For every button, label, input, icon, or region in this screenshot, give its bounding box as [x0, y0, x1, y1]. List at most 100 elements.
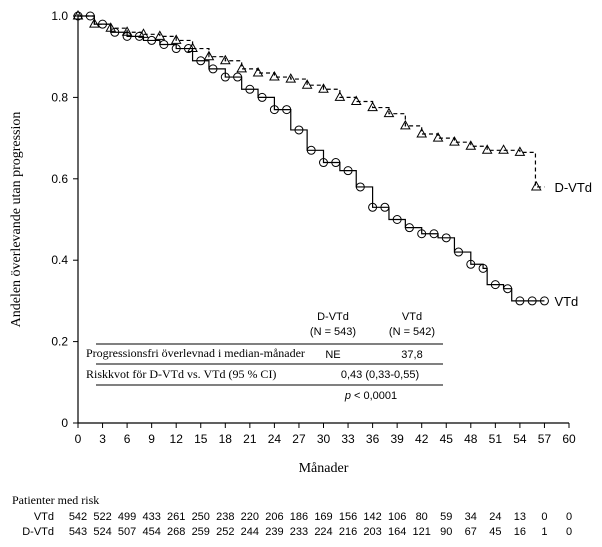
risk-row-vtd: VTd 542 522 499 433 261 250 238 220 206 186 169 156 1…	[34, 511, 572, 523]
circle-marker	[417, 229, 427, 239]
risk-value: 169	[314, 511, 332, 523]
circle-marker	[245, 84, 255, 94]
vtd-col-n: (N = 542)	[389, 326, 435, 338]
y-tick-label: 0.2	[51, 335, 68, 349]
circle-marker	[233, 72, 243, 82]
dvtd-col-n: (N = 543)	[310, 326, 356, 338]
triangle-marker	[399, 119, 411, 130]
y-tick-label: 0.8	[51, 90, 68, 104]
risk-value: 239	[265, 526, 283, 538]
circle-marker	[319, 158, 328, 168]
triangle-marker	[72, 9, 84, 20]
series-layer	[72, 9, 549, 306]
circle-marker	[147, 35, 157, 45]
risk-table-title: Patienter med risk	[12, 493, 99, 507]
circle-marker	[208, 64, 218, 74]
risk-value: 233	[290, 526, 308, 538]
circle-marker	[527, 296, 537, 306]
circle-marker	[134, 31, 144, 41]
circle-marker	[515, 296, 525, 306]
risk-value: 238	[216, 511, 234, 523]
risk-value: 90	[440, 526, 452, 538]
triangle-marker	[89, 18, 100, 28]
x-tick-label: 0	[75, 432, 82, 446]
risk-value: 24	[489, 511, 501, 523]
series-line	[78, 15, 545, 188]
risk-value: 59	[440, 511, 452, 523]
risk-value: 34	[465, 511, 477, 523]
triangle-marker	[252, 66, 264, 77]
circle-marker	[159, 39, 169, 49]
circle-marker	[355, 182, 365, 192]
series-line	[78, 15, 545, 302]
triangle-marker	[498, 144, 509, 154]
x-tick-label: 18	[219, 432, 233, 446]
triangle-marker	[481, 144, 493, 154]
risk-value: 499	[118, 511, 136, 523]
risk-value: 0	[541, 511, 547, 523]
circle-marker	[73, 11, 83, 21]
risk-value: 0	[566, 511, 572, 523]
circle-marker	[196, 56, 206, 66]
circle-marker	[404, 223, 414, 233]
triangle-marker	[318, 83, 329, 93]
risk-value: 250	[192, 511, 210, 523]
x-tick-label: 42	[415, 432, 429, 446]
triangle-marker	[203, 50, 215, 61]
triangle-marker	[269, 71, 280, 81]
circle-marker	[110, 27, 120, 37]
triangle-marker	[432, 132, 444, 142]
p-value: p < 0,0001	[344, 390, 397, 402]
triangle-marker	[219, 54, 231, 65]
y-tick-label: 0.4	[51, 253, 68, 267]
vtd-col-header: VTd	[402, 311, 422, 323]
triangle-marker	[530, 180, 542, 191]
risk-value: 121	[413, 526, 431, 538]
x-tick-label: 33	[341, 432, 355, 446]
risk-value: 164	[388, 526, 406, 538]
risk-row-label: D-VTd	[22, 526, 54, 538]
circle-marker	[392, 215, 402, 224]
risk-row-label: VTd	[34, 511, 54, 523]
dvtd-col-header: D-VTd	[317, 311, 349, 323]
pfs-median-label: Progressionsfri överlevnad i median-måna…	[86, 346, 305, 360]
x-tick-label: 30	[317, 432, 331, 446]
triangle-marker	[416, 128, 428, 138]
risk-value: 45	[489, 526, 501, 538]
series-label-d-vtd: D-VTd	[554, 180, 592, 195]
risk-value: 522	[93, 511, 111, 523]
circle-marker	[98, 19, 108, 29]
risk-value: 252	[216, 526, 234, 538]
circle-marker	[220, 72, 230, 82]
risk-value: 80	[416, 511, 428, 523]
circle-marker	[306, 145, 316, 155]
pfs-median-vtd: 37,8	[401, 349, 422, 361]
triangle-marker	[367, 101, 378, 112]
risk-value: 216	[339, 526, 357, 538]
x-tick-label: 15	[194, 432, 208, 446]
risk-value: 142	[363, 511, 381, 523]
triangle-marker	[449, 136, 460, 146]
circle-marker	[282, 105, 292, 115]
risk-row-d-vtd: D-VTd 543 524 507 454 268 259 252 244 239 233 224 21…	[22, 526, 572, 538]
triangle-marker	[514, 146, 526, 156]
triangle-marker	[154, 30, 166, 40]
risk-value: 206	[265, 511, 283, 523]
risk-value: 1	[541, 526, 547, 538]
risk-table-rows: VTd 542 522 499 433 261 250 238 220 206 186 169 156 1…	[22, 511, 572, 538]
hazard-ratio-value: 0,43 (0,33-0,55)	[341, 369, 419, 381]
circle-marker	[294, 125, 304, 135]
triangle-marker	[383, 107, 395, 118]
circle-marker	[380, 202, 390, 212]
triangle-marker	[465, 140, 477, 150]
series-label-vtd: VTd	[554, 294, 578, 309]
risk-value: 220	[241, 511, 259, 523]
inset-table: D-VTd (N = 543) VTd (N = 542) Progressio…	[86, 311, 443, 402]
circle-marker	[257, 92, 267, 102]
risk-value: 186	[290, 511, 308, 523]
circle-marker	[331, 158, 341, 168]
x-tick-label: 24	[268, 432, 282, 446]
x-tick-label: 9	[148, 432, 155, 446]
y-tick-label: 0	[61, 416, 68, 430]
x-tick-label: 45	[440, 432, 454, 446]
